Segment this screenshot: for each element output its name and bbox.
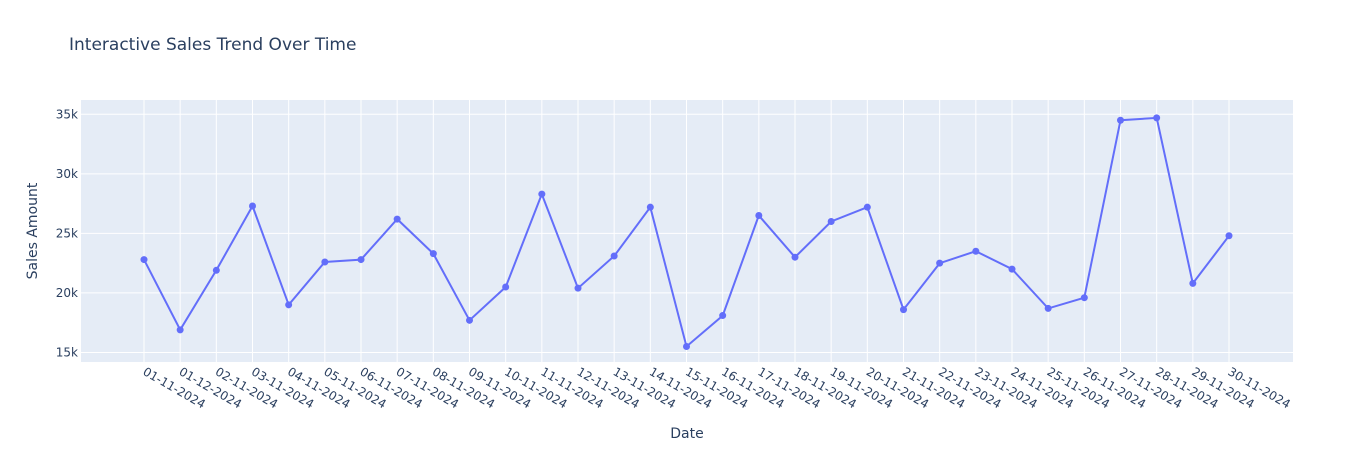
- y-tick-label: 20k: [56, 286, 78, 300]
- data-point[interactable]: [285, 301, 293, 309]
- data-point[interactable]: [1153, 114, 1161, 122]
- y-axis-title: Sales Amount: [25, 182, 41, 279]
- chart-title: Interactive Sales Trend Over Time: [69, 35, 356, 55]
- data-point[interactable]: [972, 247, 980, 255]
- data-point[interactable]: [719, 312, 727, 320]
- y-tick-label: 15k: [56, 345, 78, 359]
- data-point[interactable]: [610, 252, 618, 260]
- data-point[interactable]: [466, 316, 473, 324]
- data-point[interactable]: [900, 306, 907, 314]
- data-point[interactable]: [755, 212, 763, 220]
- data-point[interactable]: [1008, 265, 1016, 273]
- data-point[interactable]: [249, 202, 256, 210]
- data-points: [140, 114, 1233, 351]
- data-point[interactable]: [429, 250, 437, 258]
- x-gridlines: [143, 100, 1230, 362]
- data-point[interactable]: [321, 258, 329, 266]
- data-point[interactable]: [502, 283, 510, 291]
- data-point[interactable]: [212, 266, 220, 274]
- data-point[interactable]: [393, 215, 401, 223]
- data-point[interactable]: [357, 256, 365, 264]
- y-tick-label: 35k: [56, 107, 78, 121]
- data-point[interactable]: [683, 343, 690, 351]
- x-axis-title: Date: [670, 426, 703, 442]
- data-point[interactable]: [936, 259, 944, 267]
- data-point[interactable]: [863, 203, 871, 211]
- data-point[interactable]: [1044, 304, 1052, 312]
- data-point[interactable]: [1080, 294, 1088, 302]
- data-point[interactable]: [574, 284, 582, 292]
- data-point[interactable]: [140, 256, 148, 264]
- y-gridlines: [81, 113, 1293, 353]
- data-point[interactable]: [791, 253, 799, 261]
- data-point[interactable]: [1225, 232, 1233, 240]
- y-tick-label: 30k: [56, 167, 78, 181]
- data-point[interactable]: [176, 326, 184, 334]
- y-tick-label: 25k: [56, 226, 78, 240]
- data-point[interactable]: [538, 190, 546, 198]
- data-point[interactable]: [1189, 279, 1197, 287]
- data-point[interactable]: [646, 203, 654, 211]
- data-point[interactable]: [827, 217, 835, 225]
- x-tick-labels: 01-11-202401-12-202402-11-202403-11-2024…: [141, 364, 1293, 411]
- y-tick-labels: 15k 20k 25k 30k 35k: [56, 107, 78, 359]
- data-point[interactable]: [1117, 116, 1124, 124]
